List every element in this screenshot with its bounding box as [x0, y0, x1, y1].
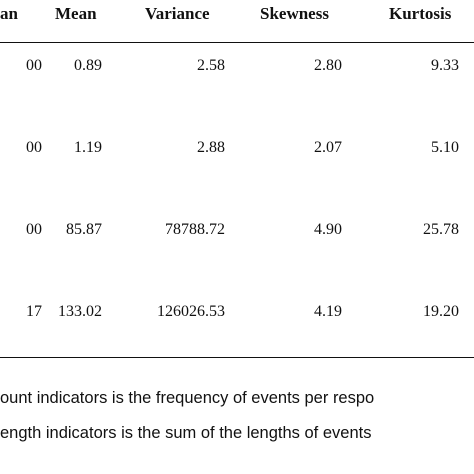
- header-kurtosis: Kurtosis: [389, 4, 452, 23]
- skewness-cell: 2.07: [314, 139, 342, 156]
- table-bottom-rule: [0, 357, 474, 358]
- header-rule: [0, 42, 474, 43]
- mean-cell: 1.19: [74, 139, 102, 156]
- mean-cell: 133.02: [58, 303, 102, 320]
- median-cell: 00: [26, 221, 42, 238]
- median-cell: 00: [26, 139, 42, 156]
- kurtosis-cell: 25.78: [423, 221, 459, 238]
- variance-cell: 2.58: [197, 57, 225, 74]
- table-note: ength indicators is the sum of the lengt…: [0, 424, 372, 442]
- variance-cell: 126026.53: [157, 303, 225, 320]
- table-note: ount indicators is the frequency of even…: [0, 389, 375, 407]
- variance-cell: 2.88: [197, 139, 225, 156]
- skewness-cell: 4.19: [314, 303, 342, 320]
- variance-cell: 78788.72: [165, 221, 225, 238]
- skewness-cell: 4.90: [314, 221, 342, 238]
- skewness-cell: 2.80: [314, 57, 342, 74]
- median-cell: 00: [26, 57, 42, 74]
- kurtosis-cell: 19.20: [423, 303, 459, 320]
- median-cell: 17: [26, 303, 42, 320]
- header-skewness: Skewness: [260, 4, 329, 23]
- header-median-partial: an: [0, 4, 18, 23]
- kurtosis-cell: 5.10: [431, 139, 459, 156]
- header-variance: Variance: [145, 4, 210, 23]
- kurtosis-cell: 9.33: [431, 57, 459, 74]
- mean-cell: 0.89: [74, 57, 102, 74]
- mean-cell: 85.87: [66, 221, 102, 238]
- header-mean: Mean: [55, 4, 97, 23]
